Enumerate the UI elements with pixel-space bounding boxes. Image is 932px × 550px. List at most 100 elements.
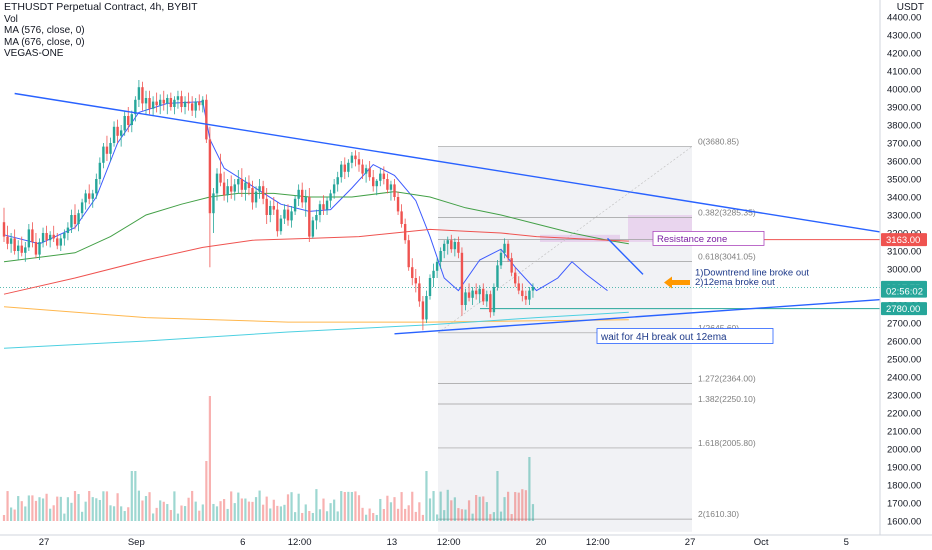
candle [269, 200, 272, 223]
candle [517, 276, 520, 295]
volume-bar [34, 500, 38, 521]
candle [439, 247, 442, 269]
candle-body [400, 211, 403, 224]
candle-body [84, 193, 87, 203]
candle [340, 161, 343, 183]
volume-bar [254, 497, 258, 521]
volume-bar [70, 502, 73, 521]
candle [98, 157, 102, 185]
candle [403, 218, 407, 244]
volume-bar [425, 471, 428, 521]
volume-bar [528, 457, 531, 521]
candle [407, 234, 410, 271]
candle [20, 236, 23, 257]
ma2-label[interactable]: MA (676, close, 0) [4, 36, 85, 48]
candle [272, 197, 275, 215]
candle-body [183, 101, 187, 107]
volume-bar [233, 503, 236, 521]
candle [357, 152, 361, 172]
candle [372, 170, 375, 192]
volume-bar [134, 471, 137, 521]
volume-bar [173, 491, 176, 521]
volume-bar [95, 498, 98, 521]
candle [531, 283, 535, 298]
volume-bar [315, 489, 318, 521]
candle-body [375, 180, 378, 187]
candle [528, 287, 531, 305]
volume-bar [411, 491, 414, 521]
price-tick-label: 4000.00 [887, 85, 921, 96]
time-tick-label: 27 [685, 537, 696, 548]
candle-body [514, 272, 517, 284]
volume-bar [382, 508, 385, 521]
candle [389, 180, 393, 201]
candle [485, 290, 488, 307]
candle-body [176, 96, 180, 100]
candle-body [276, 209, 279, 232]
candle-body [403, 224, 407, 241]
candle-body [340, 164, 343, 178]
volume-bar [81, 511, 84, 521]
volume-bar [340, 491, 343, 521]
candle [332, 179, 336, 199]
symbol-title[interactable]: ETHUSDT Perpetual Contract, 4h, BYBIT [4, 1, 198, 13]
candle-body [80, 202, 84, 214]
candle [471, 287, 474, 305]
volume-bar [379, 498, 382, 521]
candle [396, 191, 400, 215]
price-axis-bg [880, 0, 932, 535]
candle [134, 96, 137, 122]
volume-bar [400, 492, 403, 521]
candle-body [368, 168, 371, 178]
candle-body [127, 116, 130, 125]
volume-bar [336, 511, 339, 521]
vol-label[interactable]: Vol [4, 13, 18, 25]
candle-body [301, 189, 304, 203]
candle-body [6, 236, 9, 244]
candle [222, 171, 226, 201]
price-badge [881, 302, 927, 316]
candle-body [95, 179, 98, 194]
candle [180, 90, 183, 113]
candle [240, 168, 244, 197]
candle [489, 290, 492, 318]
time-tick-label: 12:00 [437, 537, 461, 548]
candle [27, 224, 31, 251]
fib-level-label: 1.272(2364.00) [698, 373, 756, 383]
price-tick-label: 3500.00 [887, 175, 921, 186]
fib-trend-line [437, 146, 693, 334]
vegas-label[interactable]: VEGAS-ONE [4, 48, 64, 59]
candle-body [407, 240, 410, 268]
candle [141, 81, 144, 111]
candle [159, 94, 162, 115]
ma1-label[interactable]: MA (576, close, 0) [4, 25, 85, 36]
candle-body [439, 251, 442, 262]
currency-label[interactable]: USDT [896, 2, 924, 13]
candle-body [162, 99, 165, 104]
candle [414, 269, 417, 293]
volume-bar [311, 512, 314, 521]
candle-body [372, 177, 375, 187]
candle [237, 170, 240, 194]
candle-body [48, 234, 52, 241]
annotations: Resistance zone 1)Downtrend line broke ou… [596, 230, 809, 344]
volume-bar [141, 500, 144, 521]
fib-level-label: 2(1610.30) [698, 509, 739, 519]
candle-body [361, 164, 364, 174]
candle [329, 189, 332, 208]
candle-body [24, 247, 27, 253]
volume-bar [180, 505, 183, 521]
candle-body [290, 211, 293, 221]
price-tick-label: 2200.00 [887, 409, 921, 420]
volume-bar [503, 497, 506, 521]
candle [261, 180, 265, 205]
chart-legend: ETHUSDT Perpetual Contract, 4h, BYBIT Vo… [4, 1, 198, 60]
candle-body [166, 98, 169, 104]
candle-body [254, 191, 258, 203]
candle [301, 182, 304, 208]
volume-bar [524, 490, 527, 521]
volume-bar [166, 504, 169, 521]
candle-body [435, 261, 439, 271]
